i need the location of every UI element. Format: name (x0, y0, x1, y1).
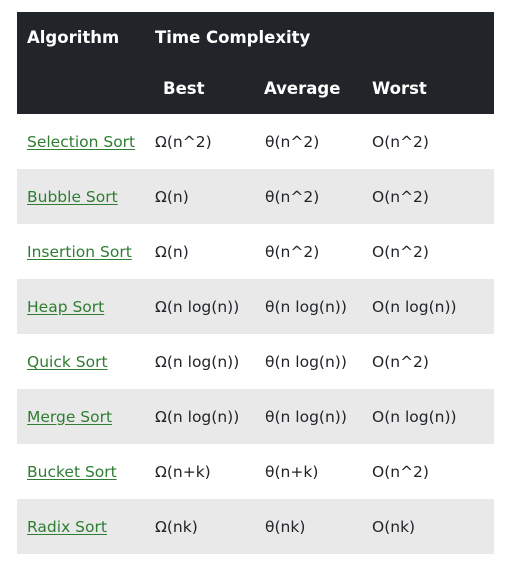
algorithm-cell: Bubble Sort (17, 169, 145, 224)
best-cell: Ω(n^2) (145, 114, 255, 169)
algorithm-link-merge-sort[interactable]: Merge Sort (27, 407, 113, 426)
table-row: Radix Sort Ω(nk) θ(nk) O(nk) (17, 499, 494, 554)
algorithm-link-bubble-sort[interactable]: Bubble Sort (27, 187, 118, 206)
best-cell: Ω(n) (145, 169, 255, 224)
average-cell: θ(n^2) (255, 114, 362, 169)
algorithm-link-bucket-sort[interactable]: Bucket Sort (27, 462, 117, 481)
algorithm-link-insertion-sort[interactable]: Insertion Sort (27, 242, 132, 261)
average-cell: θ(n log(n)) (255, 279, 362, 334)
algorithm-cell: Insertion Sort (17, 224, 145, 279)
table-row: Quick Sort Ω(n log(n)) θ(n log(n)) O(n^2… (17, 334, 494, 389)
header-empty-cell (17, 62, 145, 114)
best-cell: Ω(n) (145, 224, 255, 279)
average-cell: θ(n+k) (255, 444, 362, 499)
average-cell: θ(n^2) (255, 224, 362, 279)
header-time-complexity: Time Complexity (145, 12, 494, 62)
complexity-table: Algorithm Time Complexity Best Average W… (17, 12, 494, 554)
average-cell: θ(n log(n)) (255, 334, 362, 389)
header-average: Average (255, 62, 362, 114)
algorithm-cell: Merge Sort (17, 389, 145, 444)
worst-cell: O(nk) (362, 499, 494, 554)
worst-cell: O(n^2) (362, 444, 494, 499)
table-row: Merge Sort Ω(n log(n)) θ(n log(n)) O(n l… (17, 389, 494, 444)
algorithm-link-radix-sort[interactable]: Radix Sort (27, 517, 107, 536)
algorithm-link-heap-sort[interactable]: Heap Sort (27, 297, 105, 316)
algorithm-cell: Selection Sort (17, 114, 145, 169)
worst-cell: O(n^2) (362, 224, 494, 279)
algorithm-cell: Bucket Sort (17, 444, 145, 499)
header-row-top: Algorithm Time Complexity (17, 12, 494, 62)
header-algorithm: Algorithm (17, 12, 145, 62)
table-row: Bubble Sort Ω(n) θ(n^2) O(n^2) (17, 169, 494, 224)
table-body: Selection Sort Ω(n^2) θ(n^2) O(n^2) Bubb… (17, 114, 494, 554)
header-worst: Worst (362, 62, 494, 114)
worst-cell: O(n log(n)) (362, 389, 494, 444)
best-cell: Ω(n log(n)) (145, 389, 255, 444)
table-row: Selection Sort Ω(n^2) θ(n^2) O(n^2) (17, 114, 494, 169)
table-row: Insertion Sort Ω(n) θ(n^2) O(n^2) (17, 224, 494, 279)
worst-cell: O(n^2) (362, 169, 494, 224)
best-cell: Ω(n log(n)) (145, 334, 255, 389)
algorithm-cell: Heap Sort (17, 279, 145, 334)
average-cell: θ(nk) (255, 499, 362, 554)
header-best: Best (145, 62, 255, 114)
best-cell: Ω(nk) (145, 499, 255, 554)
table-row: Bucket Sort Ω(n+k) θ(n+k) O(n^2) (17, 444, 494, 499)
table-row: Heap Sort Ω(n log(n)) θ(n log(n)) O(n lo… (17, 279, 494, 334)
algorithm-cell: Quick Sort (17, 334, 145, 389)
algorithm-link-selection-sort[interactable]: Selection Sort (27, 132, 136, 151)
worst-cell: O(n^2) (362, 334, 494, 389)
average-cell: θ(n^2) (255, 169, 362, 224)
algorithm-link-quick-sort[interactable]: Quick Sort (27, 352, 108, 371)
worst-cell: O(n^2) (362, 114, 494, 169)
best-cell: Ω(n log(n)) (145, 279, 255, 334)
table-header: Algorithm Time Complexity Best Average W… (17, 12, 494, 114)
complexity-table-container: Algorithm Time Complexity Best Average W… (17, 12, 494, 554)
algorithm-cell: Radix Sort (17, 499, 145, 554)
average-cell: θ(n log(n)) (255, 389, 362, 444)
best-cell: Ω(n+k) (145, 444, 255, 499)
header-row-sub: Best Average Worst (17, 62, 494, 114)
worst-cell: O(n log(n)) (362, 279, 494, 334)
